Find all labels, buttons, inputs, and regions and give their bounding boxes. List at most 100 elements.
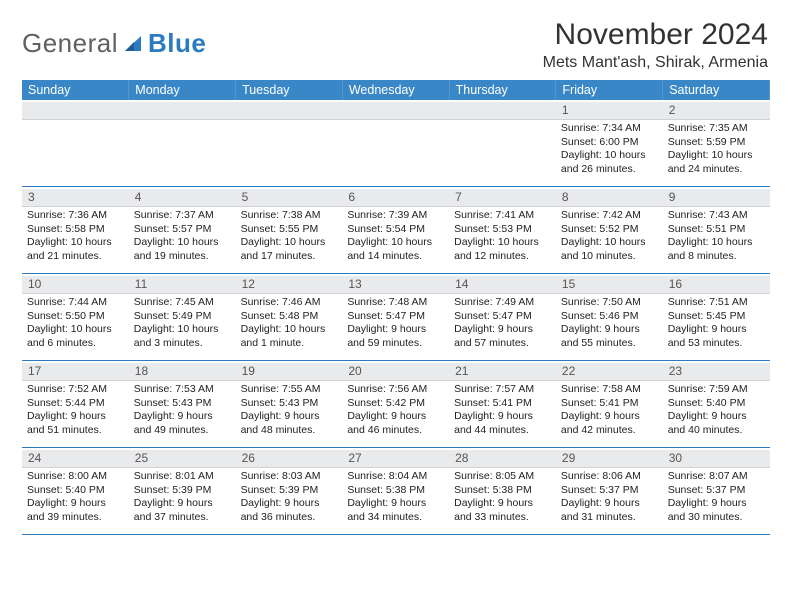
weekday-header-row: Sunday Monday Tuesday Wednesday Thursday…	[22, 80, 770, 100]
sunset-text: Sunset: 5:37 PM	[668, 484, 765, 497]
calendar-day-cell	[129, 100, 236, 187]
sunrise-text: Sunrise: 7:38 AM	[241, 209, 338, 222]
day-number: 21	[449, 363, 556, 381]
calendar-week-row: 10 Sunrise: 7:44 AMSunset: 5:50 PM Dayligh…	[22, 274, 770, 361]
calendar-day-cell: 26Sunrise: 8:03 AMSunset: 5:39 PMDayligh…	[236, 448, 343, 535]
calendar-table: Sunday Monday Tuesday Wednesday Thursday…	[22, 80, 770, 535]
logo: General Blue	[22, 28, 206, 59]
sail-icon	[122, 33, 144, 53]
day-number: 16	[663, 276, 770, 294]
calendar-day-cell: 12Sunrise: 7:46 AMSunset: 5:48 PMDayligh…	[236, 274, 343, 361]
sunrise-text: Sunrise: 7:59 AM	[668, 383, 765, 396]
day-number: 30	[663, 450, 770, 468]
sunset-text: Sunset: 5:47 PM	[347, 310, 444, 323]
month-title: November 2024	[543, 18, 768, 52]
daylight-text: Daylight: 10 hours and 10 minutes.	[561, 236, 658, 263]
day-number: 4	[129, 189, 236, 207]
sunset-text: Sunset: 5:54 PM	[347, 223, 444, 236]
sunrise-text: Sunrise: 7:44 AM	[27, 296, 124, 309]
calendar-day-cell	[342, 100, 449, 187]
sunrise-text: Sunrise: 8:00 AM	[27, 470, 124, 483]
sunrise-text: Sunrise: 7:35 AM	[668, 122, 765, 135]
sunset-text: Sunset: 5:49 PM	[134, 310, 231, 323]
sunrise-text: Sunrise: 8:05 AM	[454, 470, 551, 483]
title-block: November 2024 Mets Mant'ash, Shirak, Arm…	[543, 18, 770, 72]
calendar-day-cell	[449, 100, 556, 187]
daylight-text: Daylight: 9 hours and 53 minutes.	[668, 323, 765, 350]
day-number: 7	[449, 189, 556, 207]
calendar-day-cell: 9Sunrise: 7:43 AMSunset: 5:51 PMDaylight…	[663, 187, 770, 274]
sunrise-text: Sunrise: 7:50 AM	[561, 296, 658, 309]
day-number: 28	[449, 450, 556, 468]
calendar-day-cell: 8Sunrise: 7:42 AMSunset: 5:52 PMDaylight…	[556, 187, 663, 274]
sunset-text: Sunset: 5:41 PM	[454, 397, 551, 410]
daylight-text: Daylight: 9 hours and 55 minutes.	[561, 323, 658, 350]
daylight-text: Daylight: 9 hours and 33 minutes.	[454, 497, 551, 524]
sunrise-text: Sunrise: 7:55 AM	[241, 383, 338, 396]
weekday-header: Wednesday	[342, 80, 449, 100]
daylight-text: Daylight: 10 hours and 8 minutes.	[668, 236, 765, 263]
sunset-text: Sunset: 5:50 PM	[27, 310, 124, 323]
weekday-header: Monday	[129, 80, 236, 100]
day-number: 11	[129, 276, 236, 294]
day-number	[449, 102, 556, 120]
daylight-text: Daylight: 10 hours and 3 minutes.	[134, 323, 231, 350]
calendar-day-cell: 24Sunrise: 8:00 AMSunset: 5:40 PMDayligh…	[22, 448, 129, 535]
sunrise-text: Sunrise: 7:52 AM	[27, 383, 124, 396]
calendar-day-cell	[22, 100, 129, 187]
weekday-header: Sunday	[22, 80, 129, 100]
sunrise-text: Sunrise: 7:46 AM	[241, 296, 338, 309]
sunset-text: Sunset: 5:53 PM	[454, 223, 551, 236]
calendar-week-row: 24 Sunrise: 8:00 AMSunset: 5:40 PM Dayligh…	[22, 448, 770, 535]
calendar-day-cell: 18Sunrise: 7:53 AMSunset: 5:43 PMDayligh…	[129, 361, 236, 448]
day-number: 2	[663, 102, 770, 120]
sunrise-text: Sunrise: 7:57 AM	[454, 383, 551, 396]
calendar-day-cell: 22Sunrise: 7:58 AMSunset: 5:41 PMDayligh…	[556, 361, 663, 448]
day-number: 17	[22, 363, 129, 381]
day-number	[129, 102, 236, 120]
sunset-text: Sunset: 5:47 PM	[454, 310, 551, 323]
calendar-day-cell: 21Sunrise: 7:57 AMSunset: 5:41 PMDayligh…	[449, 361, 556, 448]
sunset-text: Sunset: 5:58 PM	[27, 223, 124, 236]
day-number: 3	[22, 189, 129, 207]
daylight-text: Daylight: 9 hours and 31 minutes.	[561, 497, 658, 524]
logo-text-b: Blue	[148, 28, 206, 59]
sunset-text: Sunset: 5:59 PM	[668, 136, 765, 149]
day-number: 19	[236, 363, 343, 381]
sunset-text: Sunset: 5:37 PM	[561, 484, 658, 497]
sunrise-text: Sunrise: 7:51 AM	[668, 296, 765, 309]
sunset-text: Sunset: 5:44 PM	[27, 397, 124, 410]
daylight-text: Daylight: 9 hours and 42 minutes.	[561, 410, 658, 437]
day-number: 9	[663, 189, 770, 207]
day-number	[342, 102, 449, 120]
sunset-text: Sunset: 6:00 PM	[561, 136, 658, 149]
calendar-day-cell: 16Sunrise: 7:51 AMSunset: 5:45 PMDayligh…	[663, 274, 770, 361]
calendar-day-cell: 5Sunrise: 7:38 AMSunset: 5:55 PMDaylight…	[236, 187, 343, 274]
daylight-text: Daylight: 9 hours and 48 minutes.	[241, 410, 338, 437]
sunrise-text: Sunrise: 7:39 AM	[347, 209, 444, 222]
sunrise-text: Sunrise: 7:49 AM	[454, 296, 551, 309]
sunset-text: Sunset: 5:46 PM	[561, 310, 658, 323]
calendar-day-cell	[236, 100, 343, 187]
day-number: 25	[129, 450, 236, 468]
weekday-header: Friday	[556, 80, 663, 100]
sunset-text: Sunset: 5:52 PM	[561, 223, 658, 236]
day-number: 24	[22, 450, 129, 468]
calendar-day-cell: 30Sunrise: 8:07 AMSunset: 5:37 PMDayligh…	[663, 448, 770, 535]
day-number: 18	[129, 363, 236, 381]
sunrise-text: Sunrise: 8:01 AM	[134, 470, 231, 483]
day-number: 14	[449, 276, 556, 294]
daylight-text: Daylight: 10 hours and 14 minutes.	[347, 236, 444, 263]
day-number: 10	[22, 276, 129, 294]
calendar-day-cell: 1Sunrise: 7:34 AMSunset: 6:00 PMDaylight…	[556, 100, 663, 187]
sunrise-text: Sunrise: 7:37 AM	[134, 209, 231, 222]
sunrise-text: Sunrise: 7:36 AM	[27, 209, 124, 222]
sunrise-text: Sunrise: 7:42 AM	[561, 209, 658, 222]
sunrise-text: Sunrise: 7:56 AM	[347, 383, 444, 396]
calendar-day-cell: 28Sunrise: 8:05 AMSunset: 5:38 PMDayligh…	[449, 448, 556, 535]
sunset-text: Sunset: 5:40 PM	[27, 484, 124, 497]
sunset-text: Sunset: 5:39 PM	[241, 484, 338, 497]
calendar-day-cell: 14Sunrise: 7:49 AMSunset: 5:47 PMDayligh…	[449, 274, 556, 361]
daylight-text: Daylight: 10 hours and 21 minutes.	[27, 236, 124, 263]
calendar-week-row: 1Sunrise: 7:34 AMSunset: 6:00 PMDaylight…	[22, 100, 770, 187]
